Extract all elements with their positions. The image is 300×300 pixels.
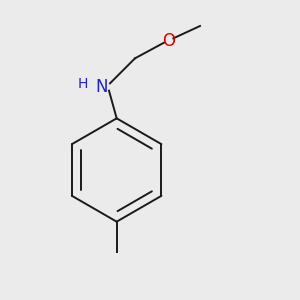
Text: N: N: [95, 78, 108, 96]
Text: H: H: [77, 77, 88, 91]
Text: O: O: [162, 32, 175, 50]
